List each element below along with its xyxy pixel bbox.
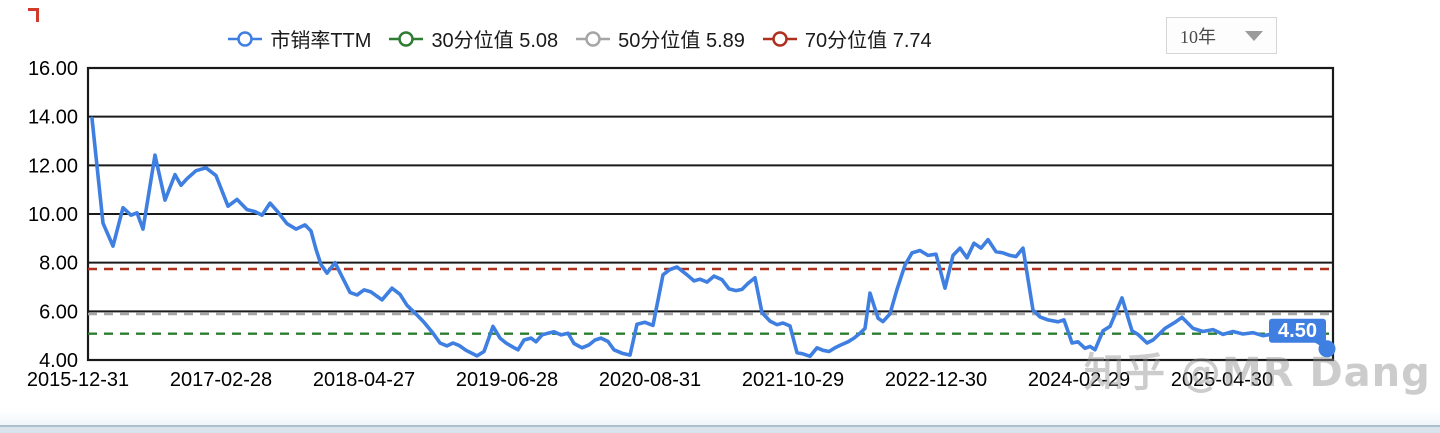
x-axis-label: 2024-02-29 <box>1028 369 1130 391</box>
price-line <box>90 116 1329 359</box>
legend-marker-icon <box>228 30 263 47</box>
y-axis-label: 4.00 <box>39 350 78 372</box>
x-axis-label: 2020-08-31 <box>599 369 701 391</box>
legend-marker-icon <box>389 30 424 47</box>
x-axis-label: 2021-10-29 <box>742 369 844 391</box>
y-axis-label: 12.00 <box>28 155 78 177</box>
y-axis-label: 8.00 <box>39 253 78 275</box>
legend-item-label: 50分位值 5.89 <box>618 30 745 52</box>
legend-item-label: 市销率TTM <box>270 30 372 52</box>
legend-item-label: 30分位值 5.08 <box>431 30 559 52</box>
x-axis-label: 2022-12-30 <box>885 369 987 391</box>
legend-marker-icon <box>762 30 797 47</box>
legend-item-0[interactable]: 市销率TTM <box>228 24 371 53</box>
end-value-label: 4.50 <box>1278 320 1317 342</box>
end-marker <box>1318 340 1336 358</box>
y-axis-label: 10.00 <box>28 204 78 226</box>
y-axis-label: 14.00 <box>28 107 78 129</box>
x-axis-label: 2018-04-27 <box>313 369 415 391</box>
end-value-badge <box>1269 318 1326 343</box>
x-axis-label: 2025-04-30 <box>1171 369 1273 391</box>
legend-item-label: 70分位值 7.74 <box>804 30 932 52</box>
chevron-down-icon <box>1245 30 1263 41</box>
y-axis-label: 6.00 <box>39 301 78 323</box>
plot-border <box>86 66 1335 362</box>
period-selector-dropdown[interactable]: 10年 <box>1166 17 1277 54</box>
y-axis-label: 16.00 <box>28 58 78 80</box>
watermark-text: 知乎 @MR Dang <box>1084 350 1431 396</box>
x-axis-label: 2019-06-28 <box>456 369 558 391</box>
x-axis-label: 2017-02-28 <box>170 369 272 391</box>
chart-canvas: 16.00 14.00 12.00 10.00 8.00 6.00 4.002015-12-… <box>27 58 1336 391</box>
legend-item-3[interactable]: 70分位值 7.74 <box>762 24 932 53</box>
red-corner-mark <box>28 8 39 22</box>
chart-legend: 市销率TTM 30分位值 5.08 50分位值 5.89 70分位值 7.74 <box>0 24 1160 53</box>
legend-marker-icon <box>576 30 611 47</box>
period-selector-value: 10年 <box>1180 26 1216 47</box>
bottom-panel-edge <box>0 411 1440 433</box>
legend-item-1[interactable]: 30分位值 5.08 <box>389 24 558 53</box>
x-axis-label: 2015-12-31 <box>27 369 129 391</box>
legend-item-2[interactable]: 50分位值 5.89 <box>576 24 745 53</box>
